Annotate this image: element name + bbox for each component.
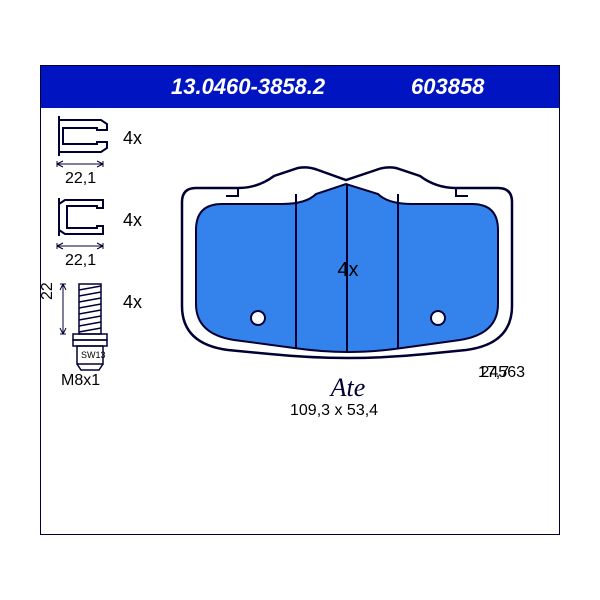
clip-icon	[53, 198, 118, 256]
clip2-qty: 4x	[123, 210, 142, 231]
clip1-width: 22,1	[65, 170, 96, 188]
clip-component-1: 4x 22,1	[53, 116, 118, 179]
bolt-component: 4x 22 SW13 M8x1	[53, 280, 123, 395]
part-number-text: 13.0460-3858.2	[171, 74, 325, 100]
bolt-thread: M8x1	[61, 372, 100, 390]
ate-logo: Ate	[329, 373, 366, 402]
clip-component-2: 4x 22,1	[53, 198, 118, 261]
pad-dimensions: 109,3 x 53,4	[290, 402, 378, 420]
page: 13.0460-3858.2 603858 4x	[0, 0, 600, 600]
pad-qty-text: 4x	[337, 259, 358, 281]
content-frame: 13.0460-3858.2 603858 4x	[40, 65, 560, 535]
brake-pad-component: 4x Ate 24563 17,7 109,3 x 53,4	[166, 166, 531, 486]
bolt-qty: 4x	[123, 292, 142, 313]
short-code-text: 603858	[411, 74, 484, 100]
bolt-length: 22	[39, 282, 57, 300]
clip-icon	[53, 116, 118, 174]
header-band: 13.0460-3858.2 603858	[41, 66, 559, 108]
pad-thickness: 17,7	[478, 364, 509, 382]
clip2-width: 22,1	[65, 252, 96, 270]
clip1-qty: 4x	[123, 128, 142, 149]
bolt-wrench: SW13	[81, 350, 106, 360]
brake-pad-drawing: 4x Ate	[166, 166, 531, 426]
drawing-area: 4x 22,1 4x 22,1	[41, 108, 559, 534]
